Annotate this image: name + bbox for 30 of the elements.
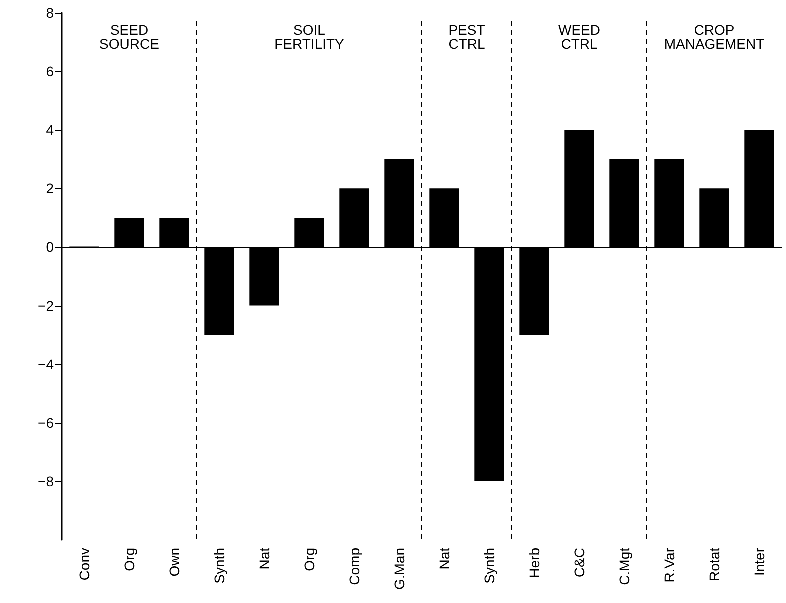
- x-tick-label: Own: [166, 548, 182, 577]
- y-tick-label: 6: [46, 64, 54, 80]
- x-tick-label: Org: [302, 548, 318, 572]
- annotation: SOIL FERTILITY: [274, 22, 346, 52]
- annotation: PEST CTRL: [448, 22, 486, 52]
- x-tick-label: R.Var: [662, 548, 678, 583]
- y-tick-label: −4: [38, 356, 54, 372]
- y-tick-label: 4: [46, 122, 54, 138]
- y-tick-label: 0: [46, 239, 54, 256]
- x-tick-label: Rotat: [706, 548, 722, 582]
- x-tick-label: C&C: [572, 548, 588, 578]
- x-tick-label: Org: [122, 548, 138, 572]
- x-tick-label: Synth: [482, 548, 498, 584]
- annotation: CROP MANAGEMENT: [664, 22, 766, 52]
- y-tick-label: 2: [46, 180, 54, 197]
- x-tick-label: G.Man: [392, 548, 408, 590]
- x-tick-label: Inter: [752, 548, 768, 576]
- y-tick-label: 8: [46, 5, 54, 21]
- annotation: SEED SOURCE: [100, 22, 160, 52]
- x-tick-label: Synth: [212, 548, 228, 584]
- x-tick-label: Nat: [256, 548, 272, 570]
- x-tick-label: C.Mgt: [616, 548, 632, 586]
- y-tick-label: −2: [38, 298, 54, 314]
- x-tick-label: Comp: [346, 548, 362, 586]
- annotation: WEED CTRL: [558, 22, 600, 52]
- x-tick-label: Herb: [526, 548, 542, 578]
- y-tick-label: −8: [38, 473, 54, 490]
- x-tick-label: Conv: [76, 548, 92, 581]
- y-tick-label: −6: [38, 414, 54, 431]
- x-tick-label: Nat: [436, 548, 452, 570]
